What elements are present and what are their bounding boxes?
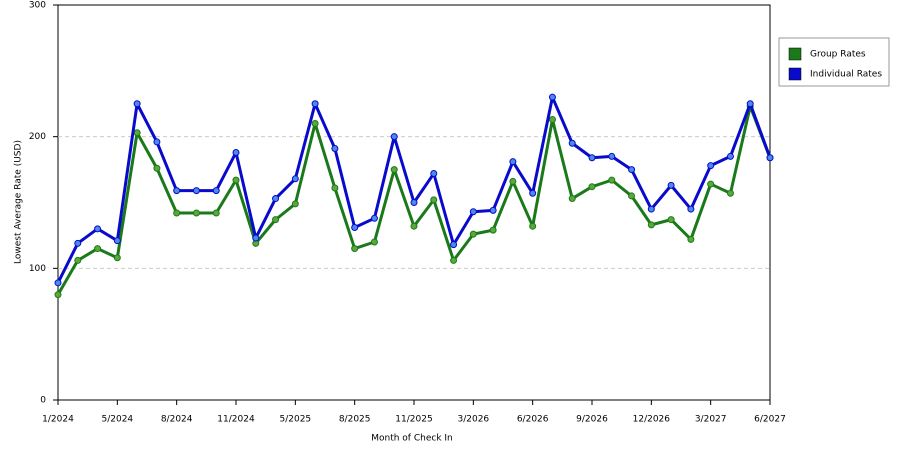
- data-point: [568, 195, 576, 203]
- data-point: [173, 187, 181, 195]
- y-tick-label: 200: [29, 132, 46, 142]
- data-point: [687, 235, 695, 243]
- data-point: [608, 176, 616, 184]
- data-point: [608, 152, 616, 160]
- data-point: [54, 291, 62, 299]
- data-point: [94, 225, 102, 233]
- data-point: [54, 279, 62, 287]
- data-point: [351, 245, 359, 253]
- data-point: [173, 209, 181, 217]
- data-point: [489, 206, 497, 214]
- data-point: [450, 241, 458, 249]
- data-point: [509, 177, 517, 185]
- data-point: [568, 139, 576, 147]
- data-point: [351, 224, 359, 232]
- data-point: [588, 183, 596, 191]
- x-tick-label: 8/2025: [339, 415, 371, 425]
- data-point: [548, 116, 556, 124]
- data-point: [766, 154, 774, 162]
- data-point: [390, 166, 398, 174]
- data-point: [628, 166, 636, 174]
- x-tick-label: 11/2024: [217, 415, 255, 425]
- data-point: [430, 170, 438, 178]
- data-point: [232, 148, 240, 156]
- data-point: [548, 93, 556, 101]
- x-tick-label: 9/2026: [576, 415, 608, 425]
- x-tick-label: 6/2026: [517, 415, 549, 425]
- data-point: [667, 181, 675, 189]
- data-point: [509, 158, 517, 166]
- data-point: [311, 120, 319, 127]
- data-point: [370, 238, 378, 246]
- data-point: [113, 254, 121, 262]
- data-point: [331, 184, 339, 192]
- y-axis-title: Lowest Average Rate (USD): [14, 140, 24, 264]
- data-point: [628, 192, 636, 200]
- data-point: [390, 133, 398, 141]
- x-tick-label: 5/2025: [279, 415, 311, 425]
- data-point: [687, 205, 695, 213]
- data-point: [291, 175, 299, 183]
- data-point: [153, 138, 161, 146]
- data-point: [529, 189, 537, 197]
- data-point: [192, 187, 200, 195]
- x-tick-label: 8/2024: [161, 415, 193, 425]
- data-point: [133, 129, 141, 137]
- data-point: [370, 214, 378, 222]
- data-point: [410, 199, 418, 206]
- data-point: [489, 226, 497, 234]
- data-point: [153, 164, 161, 172]
- data-point: [212, 209, 220, 217]
- data-point: [272, 216, 280, 224]
- data-point: [212, 187, 220, 195]
- data-point: [291, 200, 299, 208]
- data-point: [726, 189, 734, 197]
- legend-swatch: [788, 67, 802, 81]
- x-tick-label: 5/2024: [101, 415, 133, 425]
- y-tick-label: 300: [29, 1, 46, 11]
- data-point: [588, 154, 596, 162]
- data-point: [74, 256, 82, 264]
- data-point: [252, 234, 260, 242]
- data-point: [667, 216, 675, 224]
- x-tick-label: 11/2025: [395, 415, 432, 425]
- data-point: [133, 100, 141, 108]
- data-point: [113, 237, 121, 245]
- data-point: [529, 222, 537, 230]
- x-tick-label: 6/2027: [754, 415, 786, 425]
- data-point: [469, 230, 477, 238]
- x-tick-label: 3/2026: [457, 415, 489, 425]
- data-point: [94, 245, 102, 253]
- data-point: [331, 145, 339, 153]
- y-tick-label: 0: [40, 396, 46, 406]
- legend-label: Individual Rates: [810, 70, 882, 80]
- data-point: [232, 176, 240, 184]
- data-point: [450, 256, 458, 264]
- legend-swatch: [788, 47, 802, 61]
- data-point: [430, 196, 438, 204]
- x-axis-title: Month of Check In: [371, 434, 453, 444]
- data-point: [410, 222, 418, 230]
- data-point: [647, 221, 655, 229]
- data-point: [746, 100, 754, 108]
- data-point: [469, 208, 477, 216]
- data-point: [647, 205, 655, 213]
- data-point: [726, 152, 734, 160]
- data-point: [707, 180, 715, 188]
- y-tick-label: 100: [29, 264, 46, 274]
- x-tick-label: 1/2024: [42, 415, 74, 425]
- x-tick-label: 3/2027: [695, 415, 727, 425]
- data-point: [192, 209, 200, 217]
- legend-label: Group Rates: [810, 50, 866, 60]
- data-point: [311, 100, 319, 108]
- x-tick-label: 12/2026: [633, 415, 671, 425]
- data-point: [272, 195, 280, 203]
- data-point: [74, 239, 82, 247]
- data-point: [707, 162, 715, 170]
